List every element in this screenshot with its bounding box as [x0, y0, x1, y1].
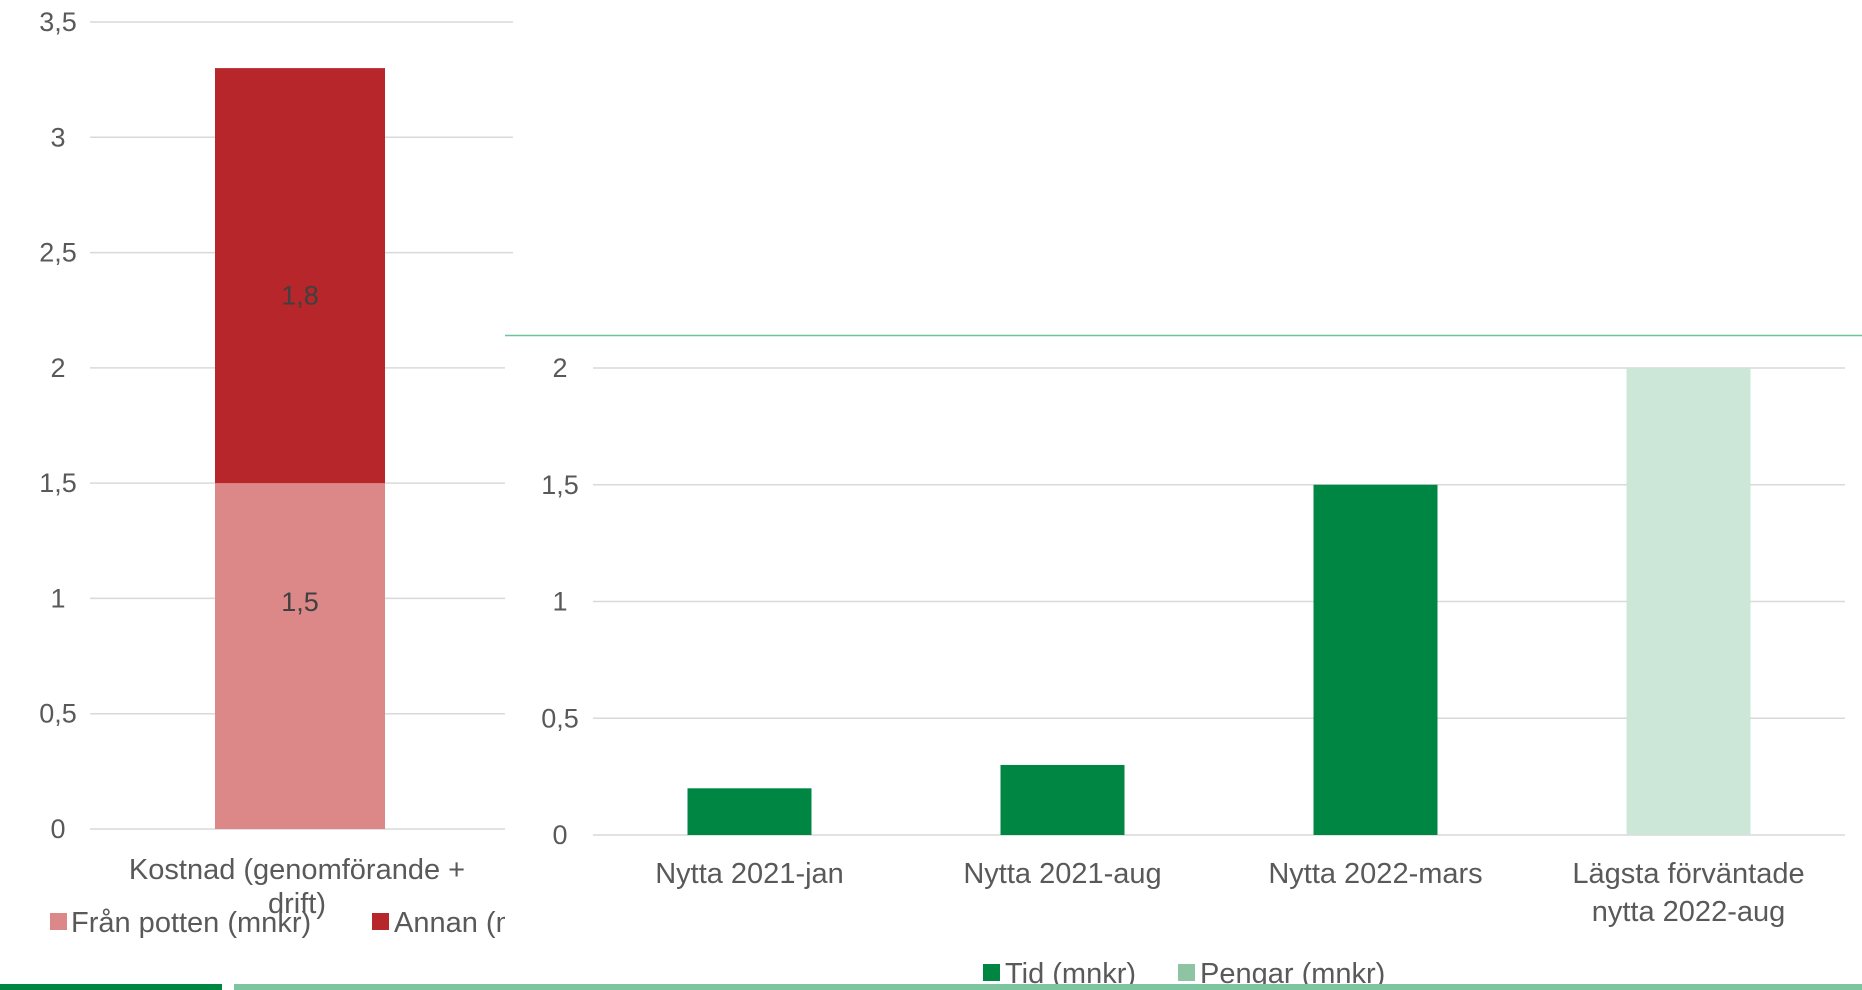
bottom-accent-dark: [0, 984, 222, 990]
bar-segment: [215, 68, 385, 484]
x-category-label: nytta 2022-aug: [1592, 896, 1785, 928]
y-tick-label: 2,5: [39, 238, 77, 268]
x-category-label: Nytta 2021-jan: [655, 858, 844, 890]
x-category-label: Nytta 2021-aug: [963, 858, 1161, 890]
y-tick-label: 2: [552, 353, 567, 383]
y-tick-label: 2: [50, 353, 65, 383]
bar-segment: [215, 483, 385, 829]
y-tick-label: 3,5: [39, 7, 77, 37]
bar: [687, 788, 812, 835]
benefit-chart-x-axis: Nytta 2021-jan Nytta 2021-aug Nytta 2022-m…: [655, 858, 1804, 928]
cost-chart-legend: Från potten (mnkr) Annan (mnkr): [50, 907, 570, 939]
benefit-chart-y-axis: 0 0,5 1 1,5 2: [541, 353, 579, 850]
cost-chart: 0 0,5 1 1,5 2 2,5 3 3,5 1,5 1,8 Kostnad (genomfö…: [39, 7, 569, 939]
cost-chart-x-axis: Kostnad (genomförande +drift): [129, 854, 465, 920]
x-category-label: Lägsta förväntade: [1572, 858, 1804, 890]
y-tick-label: 0,5: [39, 699, 77, 729]
x-category-label: drift): [268, 888, 326, 920]
bar: [1626, 368, 1751, 835]
y-tick-label: 1: [552, 587, 567, 617]
data-label: 1,8: [281, 281, 319, 311]
bar: [1000, 764, 1125, 835]
y-tick-label: 1,5: [541, 470, 579, 500]
y-tick-label: 1: [50, 583, 65, 613]
x-category-label: Kostnad (genomförande +: [129, 854, 465, 886]
legend-swatch: [1178, 964, 1195, 981]
y-tick-label: 1,5: [39, 468, 77, 498]
legend-swatch: [50, 913, 67, 930]
legend-swatch: [372, 913, 389, 930]
y-tick-label: 0: [50, 814, 65, 844]
bar: [1313, 484, 1438, 835]
legend-label: Från potten (mnkr): [71, 907, 311, 939]
benefit-chart-bars: [687, 368, 1751, 835]
x-category-label: Nytta 2022-mars: [1268, 858, 1482, 890]
y-tick-label: 0: [552, 820, 567, 850]
benefit-chart: 00,511,52 Nytta 2021-jan Nytta 2021-aug Ny…: [541, 353, 1845, 990]
bottom-accent-light: [234, 984, 1862, 990]
y-tick-label: 0,5: [541, 703, 579, 733]
y-tick-label: 3: [50, 122, 65, 152]
cost-chart-bars: 1,5 1,8: [215, 68, 385, 829]
data-label: 1,5: [281, 587, 319, 617]
legend-swatch: [983, 964, 1000, 981]
cost-chart-y-axis: 0 0,5 1 1,5 2 2,5 3 3,5: [39, 7, 77, 844]
